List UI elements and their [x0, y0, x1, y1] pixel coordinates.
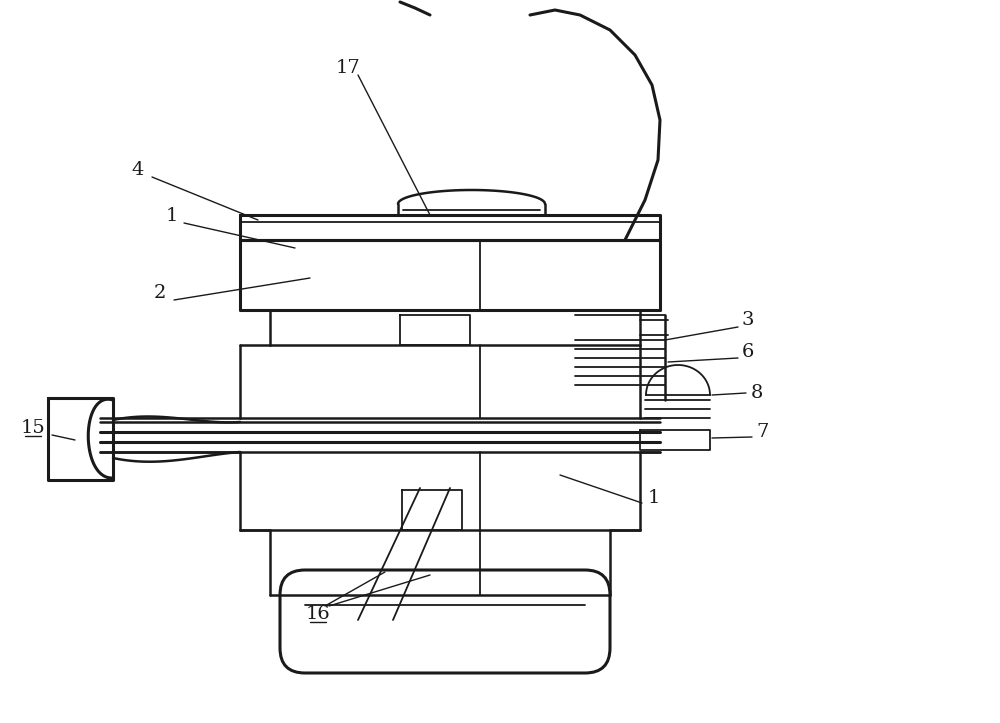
- Text: 15: 15: [21, 419, 45, 437]
- Text: 17: 17: [336, 59, 360, 77]
- Text: 2: 2: [154, 284, 166, 302]
- Text: 7: 7: [757, 423, 769, 441]
- Text: 4: 4: [132, 161, 144, 179]
- Text: 6: 6: [742, 343, 754, 361]
- Text: 3: 3: [742, 311, 754, 329]
- Text: 8: 8: [751, 384, 763, 402]
- Text: 1: 1: [166, 207, 178, 225]
- Text: 16: 16: [306, 605, 330, 623]
- Text: 1: 1: [648, 489, 660, 507]
